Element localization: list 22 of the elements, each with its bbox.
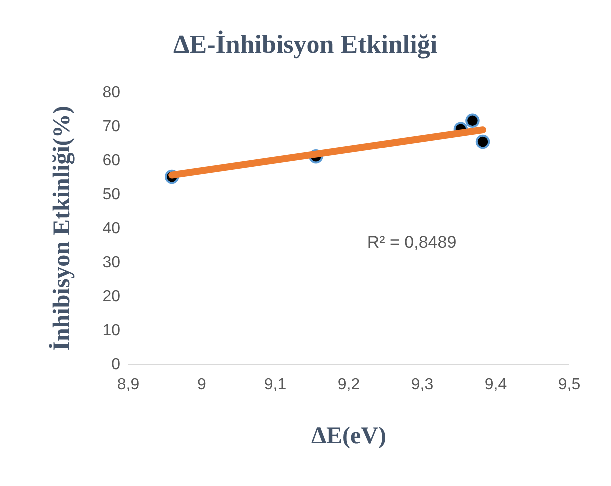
x-tick-label: 9,5 xyxy=(558,376,581,394)
x-tick-label: 9,1 xyxy=(264,376,287,394)
x-tick-label: 8,9 xyxy=(117,376,140,394)
y-tick-label: 20 xyxy=(102,288,121,306)
chart-title: ΔE-İnhibisyon Etkinliği xyxy=(173,30,438,59)
y-tick-label: 80 xyxy=(102,84,121,102)
x-tick-label: 9,3 xyxy=(411,376,434,394)
point xyxy=(466,114,480,128)
y-tick-label: 10 xyxy=(102,322,121,340)
y-tick-label: 30 xyxy=(102,254,121,272)
x-tick-label: 9,2 xyxy=(338,376,360,394)
annotation: R² = 0,8489 xyxy=(367,233,457,252)
y-tick-label: 70 xyxy=(102,118,121,136)
y-tick-label: 50 xyxy=(102,186,121,204)
y-tick-label: 0 xyxy=(112,356,121,374)
y-axis-title: İnhibisyon Etkinliği(%) xyxy=(48,106,76,351)
x-tick-label: 9,4 xyxy=(484,376,508,394)
point xyxy=(476,134,490,150)
x-tick-label: 9 xyxy=(198,376,207,394)
y-tick-label: 40 xyxy=(102,220,121,238)
y-tick-label: 60 xyxy=(102,152,121,170)
x-axis-title: ΔE(eV) xyxy=(311,424,387,450)
